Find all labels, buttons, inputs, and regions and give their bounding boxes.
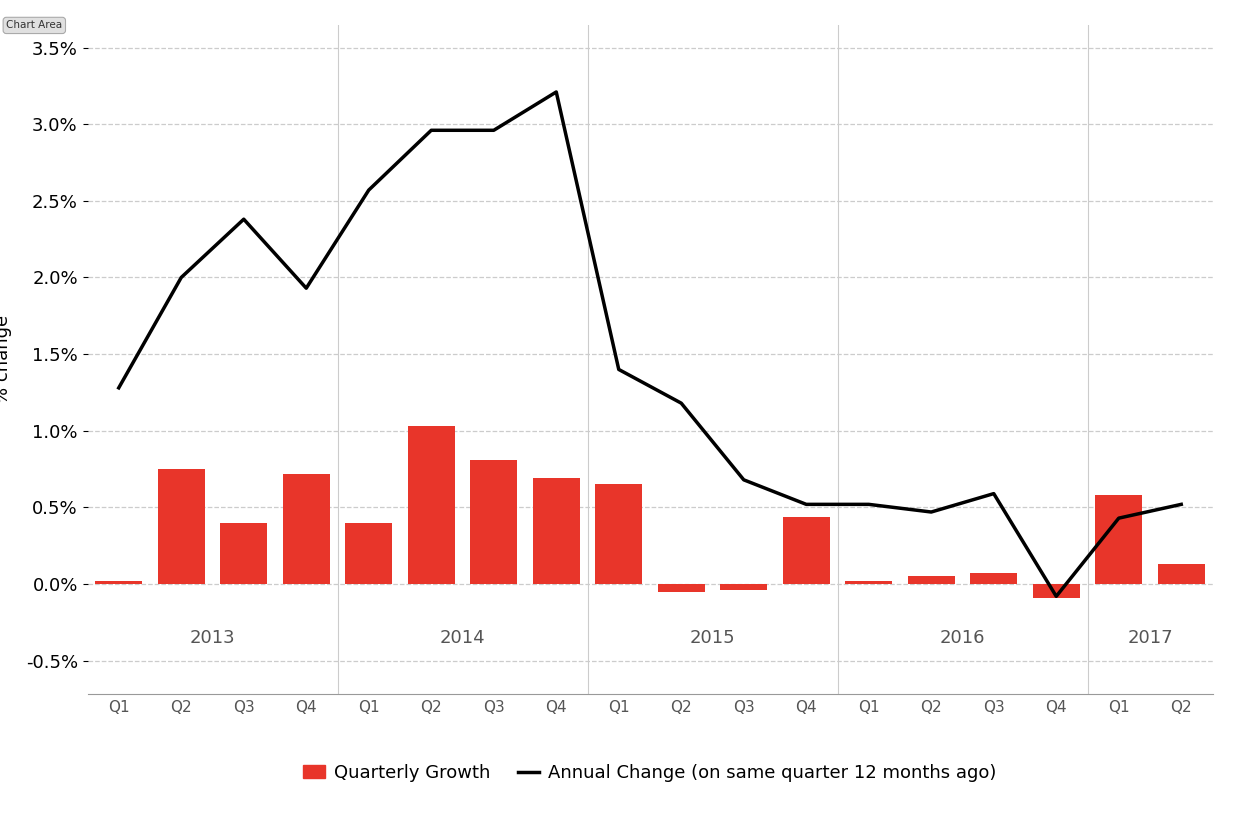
- Legend: Quarterly Growth, Annual Change (on same quarter 12 months ago): Quarterly Growth, Annual Change (on same…: [296, 757, 1004, 789]
- Bar: [658, 584, 705, 592]
- Text: 2013: 2013: [190, 628, 235, 646]
- Text: 2017: 2017: [1128, 628, 1172, 646]
- Bar: [595, 484, 642, 584]
- Bar: [720, 584, 768, 590]
- Text: 2015: 2015: [690, 628, 735, 646]
- Bar: [95, 581, 142, 584]
- Bar: [282, 474, 330, 584]
- Bar: [782, 516, 830, 584]
- Bar: [345, 523, 392, 584]
- Bar: [845, 581, 892, 584]
- Bar: [970, 574, 1017, 584]
- Bar: [908, 577, 955, 584]
- Bar: [408, 426, 455, 584]
- Bar: [1095, 495, 1142, 584]
- Bar: [1032, 584, 1080, 598]
- Text: Chart Area: Chart Area: [6, 20, 63, 30]
- Text: 2016: 2016: [940, 628, 985, 646]
- Bar: [220, 523, 268, 584]
- Y-axis label: % change: % change: [0, 315, 11, 404]
- Bar: [1158, 565, 1205, 584]
- Bar: [470, 460, 518, 584]
- Bar: [158, 469, 205, 584]
- Text: 2014: 2014: [440, 628, 485, 646]
- Bar: [532, 478, 580, 584]
